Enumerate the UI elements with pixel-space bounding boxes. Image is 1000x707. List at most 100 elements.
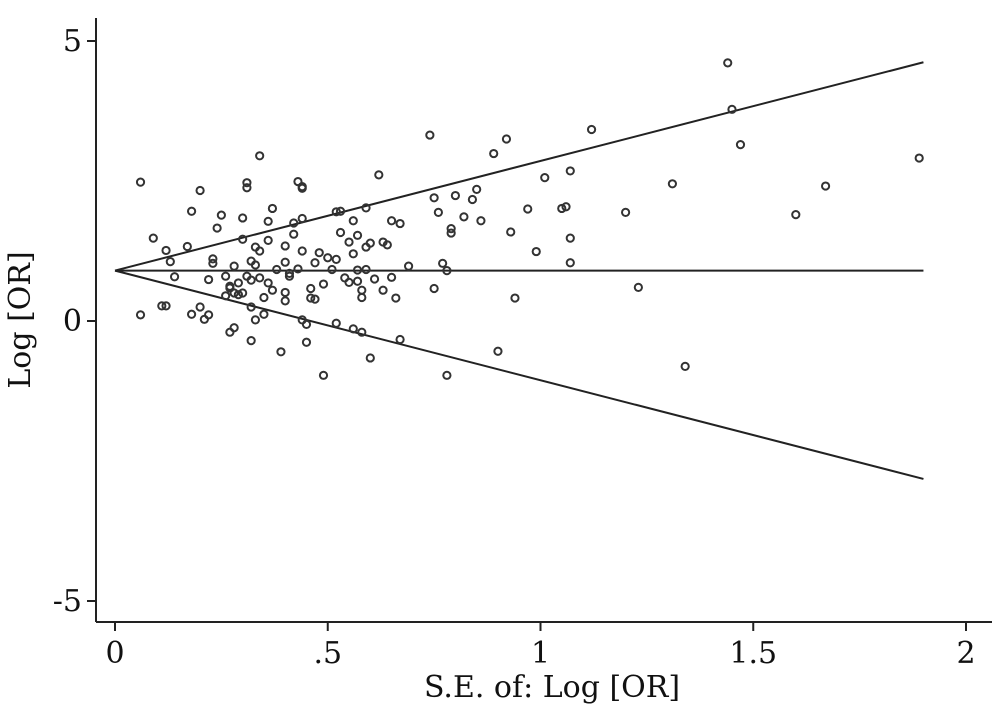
data-point [297, 183, 307, 193]
lower-confidence-limit-line [114, 269, 924, 480]
data-point [357, 327, 367, 337]
y-tick-label: 0 [63, 304, 82, 339]
y-axis-ticks: 5 0 -5 [53, 24, 96, 619]
data-point [310, 258, 320, 268]
data-point [357, 285, 367, 295]
data-point [425, 130, 435, 140]
data-point [310, 294, 320, 304]
data-point [344, 237, 354, 247]
data-point [621, 207, 631, 217]
data-point [301, 319, 312, 329]
data-point [331, 254, 341, 264]
data-point [306, 293, 316, 303]
data-point [323, 253, 333, 263]
x-tick-label: 2 [956, 636, 975, 671]
data-point [667, 179, 678, 189]
data-point [374, 170, 384, 180]
data-point [135, 310, 146, 320]
data-point [204, 310, 214, 320]
data-point [272, 264, 282, 275]
data-point [297, 246, 307, 256]
data-point [472, 184, 482, 194]
data-point [165, 257, 175, 267]
data-point [208, 258, 218, 268]
data-point [182, 241, 192, 252]
data-point [255, 273, 265, 283]
data-point [429, 193, 439, 203]
data-point [289, 229, 299, 239]
data-point [259, 292, 269, 303]
data-point [238, 213, 248, 223]
data-point [382, 240, 392, 250]
data-point [216, 210, 226, 220]
y-axis-title: Log [OR] [3, 251, 38, 388]
data-point [395, 218, 405, 229]
upper-confidence-limit-line [114, 61, 924, 272]
data-point [348, 249, 358, 259]
x-tick-label: 1.5 [729, 636, 777, 671]
data-point [263, 278, 273, 288]
data-point [135, 177, 146, 187]
data-point [348, 324, 358, 334]
data-point [263, 235, 273, 245]
data-point [501, 134, 512, 144]
data-point [229, 288, 239, 298]
data-point [446, 224, 456, 234]
data-point [221, 271, 231, 281]
data-point [446, 228, 456, 238]
data-point [348, 216, 358, 226]
data-point [489, 148, 499, 159]
data-point [361, 264, 371, 275]
data-point [352, 276, 363, 286]
x-tick-label: 1 [531, 636, 550, 671]
data-point [386, 216, 397, 226]
x-axis-ticks: 0 .5 1 1.5 2 [105, 622, 976, 671]
data-point [327, 264, 337, 275]
data-point [238, 234, 248, 244]
data-point [365, 353, 375, 363]
data-point [306, 283, 316, 294]
data-point [352, 230, 363, 240]
data-point [208, 254, 218, 264]
data-point [506, 227, 516, 237]
data-point [233, 278, 243, 288]
data-point [229, 323, 239, 333]
data-points [135, 58, 924, 380]
data-point [369, 274, 380, 284]
data-point [352, 265, 363, 275]
data-point [246, 275, 256, 285]
data-point [561, 202, 571, 212]
data-point [267, 203, 278, 214]
data-point [450, 190, 460, 201]
axes [95, 18, 992, 623]
data-point [531, 246, 541, 257]
data-point [318, 279, 329, 289]
data-point [820, 181, 831, 191]
data-point [365, 238, 375, 248]
data-point [169, 272, 180, 282]
data-point [255, 151, 265, 161]
data-point [263, 216, 273, 226]
data-point [540, 173, 550, 183]
data-point [791, 210, 801, 220]
data-point [161, 301, 171, 311]
data-point [557, 203, 567, 214]
x-tick-label: 0 [105, 636, 124, 671]
reference-lines [114, 61, 924, 480]
data-point [267, 285, 278, 295]
y-tick-label: 5 [63, 24, 82, 59]
data-point [293, 264, 303, 274]
data-point [523, 204, 533, 214]
data-point [438, 258, 448, 268]
x-tick-label: .5 [313, 636, 342, 671]
data-point [467, 194, 478, 205]
data-point [212, 223, 222, 233]
data-point [565, 166, 575, 176]
data-point [459, 212, 469, 222]
data-point [255, 246, 265, 256]
data-point [386, 272, 397, 282]
data-point [633, 282, 643, 292]
data-point [280, 257, 290, 267]
data-point [238, 288, 248, 298]
